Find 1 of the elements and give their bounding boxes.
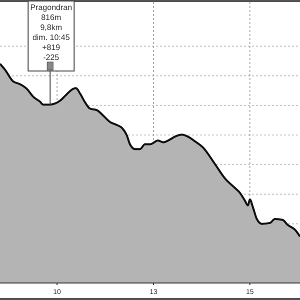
annotation: Pragondran 816m 9,8km dim. 10:45 +819 -225: [30, 3, 72, 62]
